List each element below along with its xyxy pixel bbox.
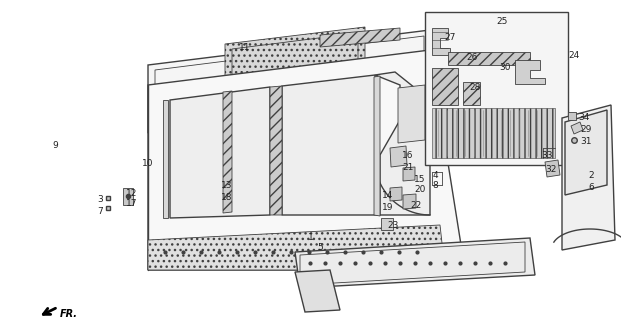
Polygon shape bbox=[148, 50, 465, 270]
Text: 23: 23 bbox=[388, 220, 399, 229]
Text: 32: 32 bbox=[545, 165, 556, 174]
Text: 28: 28 bbox=[469, 84, 481, 92]
Text: 25: 25 bbox=[496, 18, 508, 27]
Text: 34: 34 bbox=[578, 113, 590, 122]
Text: 5: 5 bbox=[317, 244, 323, 252]
Text: 31: 31 bbox=[580, 137, 592, 146]
Text: 16: 16 bbox=[402, 151, 414, 161]
Text: 29: 29 bbox=[580, 125, 592, 134]
Text: 6: 6 bbox=[588, 183, 594, 193]
Polygon shape bbox=[545, 160, 560, 177]
Polygon shape bbox=[403, 167, 415, 181]
Polygon shape bbox=[295, 270, 340, 312]
Polygon shape bbox=[270, 86, 282, 215]
Text: 22: 22 bbox=[410, 201, 422, 210]
Polygon shape bbox=[225, 27, 365, 95]
Polygon shape bbox=[320, 28, 400, 47]
Text: 30: 30 bbox=[499, 62, 510, 71]
Text: 8: 8 bbox=[432, 180, 438, 189]
Text: 24: 24 bbox=[568, 51, 579, 60]
Polygon shape bbox=[432, 108, 555, 158]
Polygon shape bbox=[562, 105, 615, 250]
Text: 1: 1 bbox=[308, 234, 314, 243]
Text: 11: 11 bbox=[239, 43, 251, 52]
Polygon shape bbox=[123, 188, 133, 205]
Text: 21: 21 bbox=[402, 164, 414, 172]
Polygon shape bbox=[571, 122, 583, 134]
Text: 27: 27 bbox=[444, 34, 456, 43]
Text: 18: 18 bbox=[221, 193, 233, 202]
Polygon shape bbox=[223, 91, 232, 213]
Text: 19: 19 bbox=[383, 203, 394, 212]
Polygon shape bbox=[425, 12, 568, 165]
Text: 2: 2 bbox=[588, 171, 594, 180]
Polygon shape bbox=[390, 187, 402, 201]
Polygon shape bbox=[170, 87, 270, 218]
Text: 14: 14 bbox=[383, 191, 394, 201]
Polygon shape bbox=[565, 110, 607, 195]
Polygon shape bbox=[463, 82, 480, 105]
Polygon shape bbox=[403, 194, 416, 209]
Polygon shape bbox=[155, 112, 218, 130]
Text: 7: 7 bbox=[97, 206, 103, 215]
Polygon shape bbox=[381, 218, 393, 230]
Polygon shape bbox=[282, 75, 380, 215]
Polygon shape bbox=[163, 100, 168, 218]
Polygon shape bbox=[448, 52, 530, 65]
Text: 15: 15 bbox=[414, 174, 426, 183]
Text: 26: 26 bbox=[466, 52, 478, 61]
Text: 12: 12 bbox=[126, 188, 138, 197]
Text: 33: 33 bbox=[542, 150, 553, 159]
Polygon shape bbox=[148, 225, 445, 270]
Polygon shape bbox=[155, 98, 218, 116]
Text: 3: 3 bbox=[97, 196, 103, 204]
Polygon shape bbox=[432, 68, 458, 105]
Text: FR.: FR. bbox=[60, 309, 78, 319]
Polygon shape bbox=[432, 28, 450, 55]
Polygon shape bbox=[515, 60, 545, 84]
Polygon shape bbox=[375, 72, 430, 215]
Text: 4: 4 bbox=[432, 171, 438, 180]
Polygon shape bbox=[398, 85, 425, 143]
Polygon shape bbox=[390, 146, 407, 167]
Text: 13: 13 bbox=[221, 180, 233, 189]
Polygon shape bbox=[148, 30, 430, 133]
Polygon shape bbox=[568, 112, 576, 120]
Text: 17: 17 bbox=[126, 199, 138, 209]
Polygon shape bbox=[374, 76, 380, 216]
Text: 20: 20 bbox=[414, 186, 425, 195]
Text: 10: 10 bbox=[142, 158, 154, 167]
Polygon shape bbox=[295, 238, 535, 288]
Text: 9: 9 bbox=[52, 140, 58, 149]
